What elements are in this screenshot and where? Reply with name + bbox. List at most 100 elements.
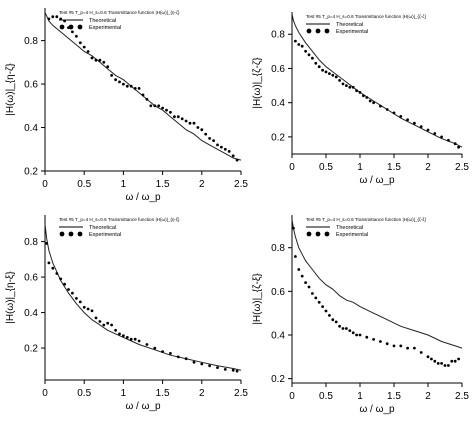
- experimental-point: [338, 79, 341, 82]
- y-tick-label: 0.8: [24, 36, 38, 47]
- legend-dot-swatch: [59, 24, 65, 30]
- experimental-point: [413, 346, 416, 350]
- experimental-point: [307, 285, 311, 289]
- legend-dot-swatch: [315, 28, 321, 34]
- experimental-point: [433, 359, 437, 363]
- experimental-point: [311, 292, 314, 295]
- experimental-point: [102, 323, 106, 327]
- x-axis-label: ω / ω_p: [125, 401, 161, 412]
- chart-panel: 0 0.5 1 1.5 2 2.5 0.2 0.4 0.6 0.8 ω / ω_p |H(ω)|_{ζ…: [252, 12, 469, 186]
- experimental-point: [292, 226, 295, 230]
- experimental-point: [118, 332, 121, 336]
- legend-experimental-label: Experimental: [336, 232, 368, 238]
- theoretical-curve: [291, 219, 463, 349]
- experimental-point: [328, 314, 331, 317]
- experimental-point: [365, 96, 369, 99]
- experimental-point: [345, 327, 348, 330]
- x-axis-label: ω / ω_p: [359, 404, 395, 415]
- x-tick-label: 0.5: [77, 179, 91, 190]
- x-tick-label: 0: [289, 391, 295, 402]
- experimental-point: [324, 309, 328, 313]
- experimental-point: [235, 369, 239, 373]
- x-tick-label: 1.5: [156, 388, 170, 399]
- experimental-point: [304, 49, 307, 53]
- experimental-point: [196, 126, 200, 129]
- experimental-point: [345, 84, 348, 87]
- x-tick-label: 1: [357, 391, 363, 402]
- experimental-point: [331, 73, 335, 77]
- x-tick-label: 2.5: [234, 388, 248, 399]
- experimental-point: [317, 65, 321, 69]
- legend-experimental-label: Experimental: [89, 232, 121, 238]
- chart-panel: 0 0.5 1 1.5 2 2.5 0.2 0.4 0.6 0.8 ω / ω_p |H(ω)|_{ζ…: [252, 215, 469, 415]
- experimental-point: [129, 337, 133, 341]
- legend-dot-swatch: [324, 231, 330, 237]
- experimental-point: [453, 142, 457, 146]
- experimental-point: [406, 118, 409, 122]
- experimental-point: [300, 274, 304, 278]
- experimental-point: [86, 307, 90, 311]
- experimental-point: [75, 34, 78, 38]
- y-tick-label: 0.8: [24, 237, 38, 248]
- experimental-point: [63, 282, 66, 286]
- legend-dot-swatch: [68, 231, 74, 237]
- x-tick-label: 2.5: [234, 179, 248, 190]
- experimental-point: [78, 41, 82, 45]
- experimental-point: [125, 84, 129, 88]
- experimental-point: [71, 30, 74, 34]
- chart-panel: 0 0.5 1 1.5 2 2.5 0.2 0.4 0.6 0.8 ω / ω_p |H(ω)|_{η…: [5, 215, 248, 412]
- experimental-point: [368, 99, 372, 103]
- experimental-point: [294, 39, 297, 43]
- experimental-point: [227, 150, 231, 153]
- experimental-point: [67, 288, 70, 291]
- y-tick-label: 0.2: [24, 344, 38, 355]
- experimental-point: [122, 334, 125, 337]
- experimental-point: [406, 346, 409, 350]
- experimental-point: [379, 104, 382, 108]
- y-tick-label: 0.8: [271, 243, 285, 254]
- x-axis-label: ω / ω_p: [359, 175, 395, 186]
- legend-dot-swatch: [306, 28, 312, 34]
- experimental-point: [208, 137, 212, 140]
- y-tick-label: 0.2: [24, 167, 38, 178]
- experimental-point: [118, 80, 121, 84]
- chart-panel: 0 0.5 1 1.5 2 2.5 0.2 0.4 0.6 0.8 ω / ω_p |H(ω)|_{η…: [5, 8, 248, 203]
- legend-theoretical-label: Theoretical: [336, 22, 363, 28]
- experimental-point: [355, 89, 358, 93]
- experimental-point: [321, 305, 324, 308]
- experimental-point: [413, 121, 416, 125]
- experimental-point: [351, 331, 355, 335]
- experimental-point: [173, 115, 176, 119]
- experimental-point: [358, 91, 362, 94]
- y-tick-label: 0.6: [24, 80, 38, 91]
- experimental-point: [55, 15, 59, 19]
- legend-dot-swatch: [306, 231, 312, 237]
- experimental-point: [440, 362, 443, 365]
- experimental-point: [145, 97, 149, 101]
- experimental-point: [433, 132, 437, 135]
- y-axis-label: |H(ω)|_{η-ξ}: [5, 271, 16, 324]
- experimental-point: [90, 309, 94, 313]
- legend-experimental-label: Experimental: [89, 25, 121, 31]
- experimental-point: [169, 352, 172, 355]
- experimental-point: [447, 138, 450, 142]
- experimental-point: [307, 53, 311, 57]
- experimental-point: [180, 117, 184, 121]
- y-axis-label: |H(ω)|_{ζ-ξ}: [252, 273, 263, 325]
- experimental-point: [447, 364, 450, 367]
- x-tick-label: 1: [121, 388, 127, 399]
- y-tick-label: 0.6: [271, 287, 285, 298]
- experimental-point: [129, 84, 133, 88]
- x-tick-label: 1: [121, 179, 127, 190]
- y-tick-label: 0.4: [24, 308, 38, 319]
- experimental-point: [169, 110, 172, 114]
- legend-dot-swatch: [324, 28, 330, 34]
- experimental-point: [231, 154, 235, 158]
- experimental-point: [176, 355, 180, 359]
- x-tick-label: 0.5: [319, 162, 333, 173]
- experimental-point: [317, 300, 321, 304]
- experimental-point: [450, 359, 454, 363]
- experimental-point: [192, 121, 196, 125]
- experimental-point: [372, 101, 375, 105]
- experimental-point: [426, 355, 430, 359]
